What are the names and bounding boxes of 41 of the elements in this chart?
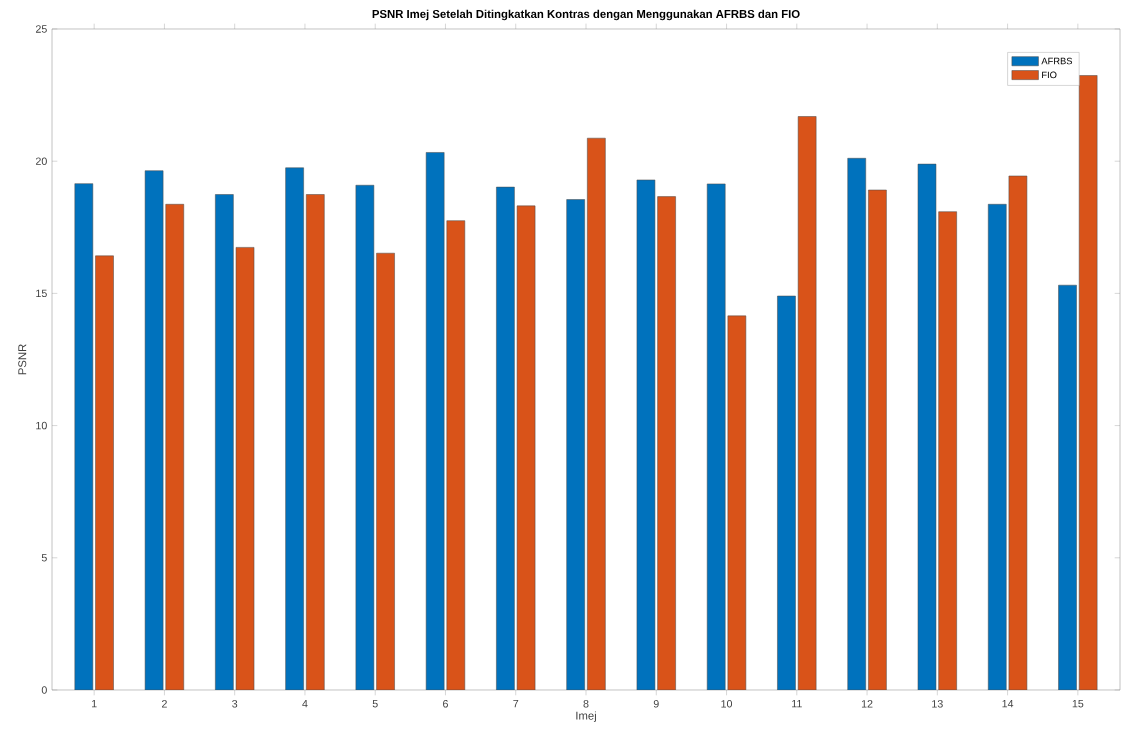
bar: [285, 167, 304, 690]
y-tick-label: 10: [36, 421, 47, 430]
y-axis-title: PSNR: [18, 344, 27, 375]
bar: [306, 194, 325, 690]
bar: [74, 183, 94, 690]
x-tick-label: 13: [932, 700, 943, 708]
bar: [1058, 284, 1077, 690]
legend-label: AFRBS: [1041, 57, 1073, 65]
x-tick-label: 15: [1072, 700, 1084, 708]
bar: [587, 137, 606, 690]
x-tick-label: 4: [302, 700, 308, 708]
x-tick-label: 11: [792, 700, 802, 708]
y-tick-label: 0: [41, 686, 47, 694]
bar: [95, 255, 114, 690]
x-tick-label: 5: [372, 700, 378, 708]
y-tick-label: 5: [41, 554, 47, 562]
bar: [657, 196, 676, 690]
bar: [1078, 75, 1098, 690]
x-tick-label: 1: [92, 700, 97, 708]
x-tick-label: 12: [861, 700, 873, 708]
x-tick-label: 3: [232, 700, 238, 708]
bar: [847, 158, 866, 690]
x-tick-label: 7: [513, 700, 519, 708]
bar: [165, 204, 185, 690]
x-tick-label: 14: [1002, 700, 1014, 708]
x-tick-label: 2: [162, 700, 167, 708]
x-tick-label: 10: [721, 700, 733, 708]
bar: [376, 252, 395, 690]
bar: [446, 220, 466, 690]
bar: [566, 199, 585, 690]
legend-label: FIO: [1042, 71, 1057, 79]
y-tick-label: 25: [35, 25, 47, 33]
x-tick-label: 8: [583, 700, 589, 708]
x-axis-title: Imej: [576, 711, 596, 722]
x-tick-label: 6: [443, 700, 448, 708]
y-tick-label: 20: [35, 157, 47, 165]
x-tick-label: 9: [653, 700, 659, 708]
chart-title: PSNR Imej Setelah Ditingkatkan Kontras dengan Menggunakan AFRBS dan FIO: [372, 9, 800, 21]
bar: [868, 189, 887, 690]
bar: [938, 211, 957, 690]
y-tick-label: 15: [36, 289, 47, 298]
